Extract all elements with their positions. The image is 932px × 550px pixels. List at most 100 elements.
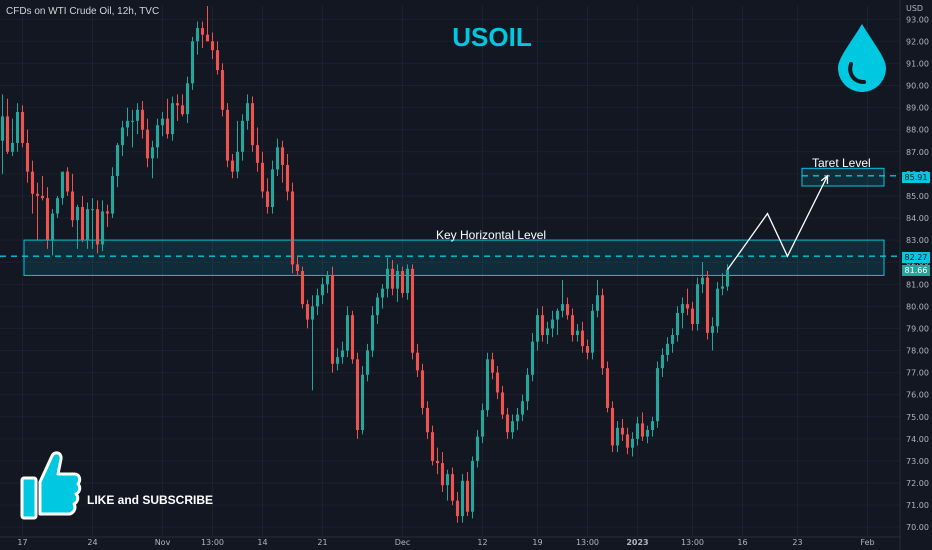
- candle-body: [75, 206, 80, 221]
- candle-body: [45, 198, 50, 241]
- candle-body: [330, 275, 335, 364]
- key-level-zone: [23, 239, 885, 276]
- candle-body: [25, 142, 30, 172]
- candle-body: [475, 436, 480, 461]
- candle-body: [270, 169, 275, 207]
- candle-body: [40, 195, 45, 199]
- candle-body: [695, 284, 700, 324]
- y-tick-label: 77.00: [906, 369, 929, 378]
- y-tick-label: 80.00: [906, 302, 929, 311]
- candle-body: [250, 103, 255, 146]
- candle-body: [145, 129, 150, 159]
- y-tick-label: 89.00: [906, 104, 929, 113]
- candle-body: [595, 295, 600, 311]
- x-tick-label: Dec: [395, 538, 410, 547]
- candle-body: [70, 191, 75, 221]
- candle-body: [140, 109, 145, 130]
- candle-body: [195, 28, 200, 42]
- symbol-label[interactable]: CFDs on WTI Crude Oil, 12h, TVC: [6, 6, 160, 17]
- candle-body: [655, 368, 660, 422]
- candle-body: [340, 350, 345, 358]
- target-level-label: Taret Level: [812, 156, 871, 170]
- candle-body: [645, 430, 650, 437]
- candle-body: [510, 421, 515, 433]
- candle-body: [410, 268, 415, 353]
- candle-body: [100, 211, 105, 245]
- candle-body: [150, 147, 155, 159]
- candle-body: [550, 319, 555, 329]
- candle-body: [580, 330, 585, 347]
- candle-body: [85, 209, 90, 241]
- time-axis[interactable]: 17 24 Nov 13:00 14 21 Dec 12 19 13:00 2023 13:00 16 2…: [0, 536, 900, 547]
- candle-body: [705, 277, 710, 333]
- y-tick-label: 85.00: [906, 192, 929, 201]
- candle-body: [360, 374, 365, 430]
- candle-body: [625, 434, 630, 448]
- candle-body: [380, 288, 385, 298]
- y-tick-label: 88.00: [906, 126, 929, 135]
- candle-body: [230, 160, 235, 172]
- y-tick-label: 70.00: [906, 523, 929, 532]
- candle-body: [65, 171, 70, 192]
- candle-body: [365, 350, 370, 375]
- candle-body: [440, 463, 445, 486]
- candle-body: [575, 330, 580, 336]
- candle-body: [610, 407, 615, 446]
- candle-body: [600, 295, 605, 369]
- candle-body: [60, 171, 65, 199]
- candle-body: [215, 50, 220, 71]
- y-tick-label: 72.00: [906, 479, 929, 488]
- y-tick-label: 71.00: [906, 501, 929, 510]
- candle-body: [675, 312, 680, 336]
- candle-body: [275, 147, 280, 170]
- projection-arrowhead: [820, 174, 829, 184]
- x-tick-label: Feb: [860, 538, 874, 547]
- candle-body: [205, 34, 210, 42]
- candle-body: [605, 368, 610, 408]
- candle-body: [190, 41, 195, 84]
- candle-body: [260, 162, 265, 192]
- candle-body: [495, 372, 500, 393]
- x-tick-label: 16: [737, 538, 747, 547]
- x-tick-label: 24: [87, 538, 97, 547]
- cta-text: LIKE and SUBSCRIBE: [87, 493, 214, 507]
- candle-body: [20, 112, 25, 143]
- candle-body: [405, 268, 410, 294]
- candle-body: [345, 315, 350, 351]
- candle-body: [300, 271, 305, 305]
- y-axis-title: USD: [906, 4, 923, 13]
- y-tick-label: 79.00: [906, 324, 929, 333]
- candle-body: [370, 315, 375, 351]
- candle-body: [5, 116, 10, 152]
- candle-body: [715, 288, 720, 327]
- candle-body: [245, 103, 250, 121]
- x-tick-label: 21: [317, 538, 327, 547]
- candle-body: [0, 116, 5, 141]
- candle-body: [615, 427, 620, 446]
- candle-body: [240, 120, 245, 152]
- candle-body: [415, 352, 420, 371]
- candle-body: [395, 271, 400, 289]
- candle-body: [470, 460, 475, 512]
- candle-body: [540, 315, 545, 336]
- candle-body: [265, 191, 270, 207]
- candle-body: [620, 427, 625, 435]
- level-zones: [0, 167, 900, 276]
- candle-body: [210, 41, 215, 51]
- candle-body: [135, 109, 140, 121]
- candle-body: [285, 165, 290, 192]
- candle-body: [430, 432, 435, 461]
- y-tick-label: 73.00: [906, 457, 929, 466]
- candle-body: [130, 120, 135, 122]
- candle-body: [235, 151, 240, 172]
- candle-body: [570, 315, 575, 336]
- candle-body: [110, 176, 115, 214]
- candle-body: [660, 354, 665, 369]
- x-tick-label: 13:00: [681, 538, 704, 547]
- x-tick-label: 17: [17, 538, 27, 547]
- last-price-tag: 81.66: [902, 265, 930, 276]
- candle-body: [420, 370, 425, 408]
- thumbs-up-icon: [20, 451, 82, 520]
- candle-body: [590, 310, 595, 353]
